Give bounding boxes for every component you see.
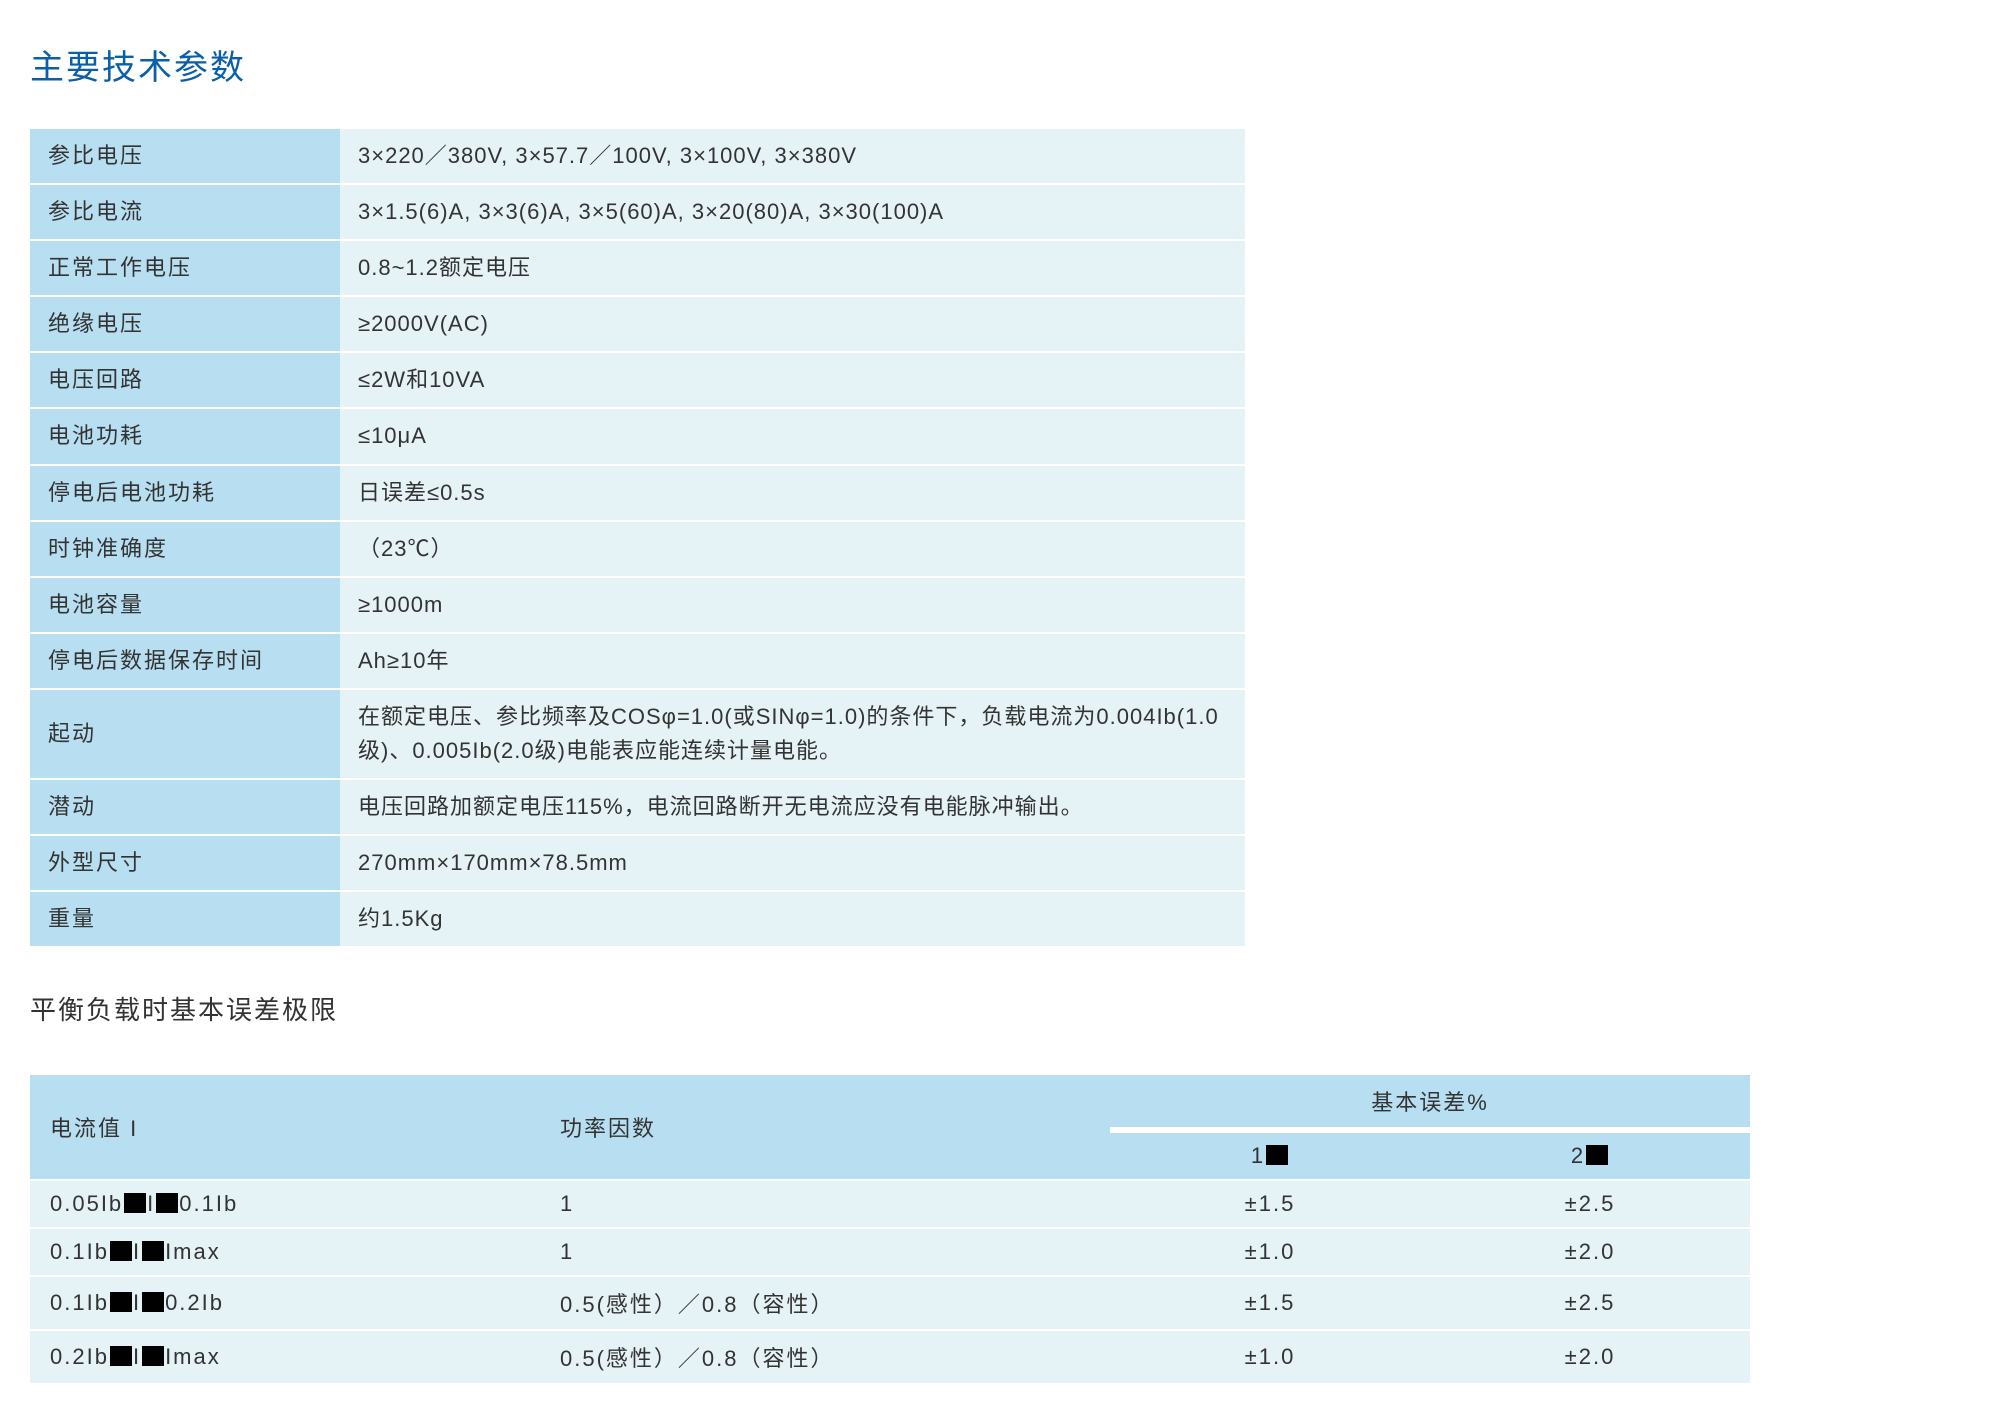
spec-value: 3×1.5(6)A, 3×3(6)A, 3×5(60)A, 3×20(80)A,… [340, 185, 1245, 239]
black-box-icon [1266, 1145, 1288, 1165]
err-row: 0.1Ib I Imax 1±1.0±2.0 [30, 1229, 1750, 1275]
spec-label: 停电后电池功耗 [30, 466, 340, 520]
err-current-part: Imax [165, 1239, 221, 1264]
err-current-part: I [147, 1191, 155, 1216]
err-current-part: 0.2Ib [50, 1344, 109, 1369]
spec-value: Ah≥10年 [340, 634, 1245, 688]
err-current-part: I [133, 1239, 141, 1264]
err-header-col2: 2 [1430, 1133, 1750, 1179]
spec-label: 潜动 [30, 780, 340, 834]
section-subtitle: 平衡负载时基本误差极限 [30, 990, 1970, 1027]
err-header-col1: 1 [1110, 1133, 1430, 1179]
err-e1: ±1.5 [1110, 1181, 1430, 1227]
err-header-col2-text: 2 [1571, 1143, 1585, 1168]
black-box-icon [142, 1292, 164, 1312]
err-e2: ±2.5 [1430, 1277, 1750, 1329]
err-current-part: Imax [165, 1344, 221, 1369]
err-header-current: 电流值 I [30, 1075, 540, 1179]
err-row: 0.2Ib I Imax 0.5(感性）／0.8（容性）±1.0±2.0 [30, 1331, 1750, 1383]
spec-table: 参比电压3×220／380V, 3×57.7／100V, 3×100V, 3×3… [30, 127, 1245, 948]
spec-row: 电压回路≤2W和10VA [30, 353, 1245, 407]
spec-row: 电池容量≥1000m [30, 578, 1245, 632]
spec-label: 参比电压 [30, 129, 340, 183]
spec-label: 绝缘电压 [30, 297, 340, 351]
spec-row: 起动在额定电压、参比频率及COSφ=1.0(或SINφ=1.0)的条件下，负载电… [30, 690, 1245, 778]
spec-label: 停电后数据保存时间 [30, 634, 340, 688]
err-pf: 0.5(感性）／0.8（容性） [540, 1331, 1110, 1383]
error-table: 电流值 I 功率因数 基本误差% 1 2 0.05IbI0.1Ib1±1.5±2… [30, 1073, 1750, 1385]
err-header-col1-text: 1 [1251, 1143, 1265, 1168]
black-box-icon [110, 1241, 132, 1261]
err-current-part: 0.2Ib [165, 1290, 224, 1315]
err-current-part: I [133, 1344, 141, 1369]
spec-label: 外型尺寸 [30, 836, 340, 890]
spec-label: 电池容量 [30, 578, 340, 632]
black-box-icon [156, 1193, 178, 1213]
err-e2: ±2.0 [1430, 1331, 1750, 1383]
page-title: 主要技术参数 [30, 40, 1970, 89]
err-current-part: 0.1Ib [50, 1239, 109, 1264]
err-row: 0.05Ib I 0.1Ib 1±1.5±2.5 [30, 1181, 1750, 1227]
spec-value: 约1.5Kg [340, 892, 1245, 946]
err-e1: ±1.0 [1110, 1229, 1430, 1275]
spec-row: 潜动电压回路加额定电压115%，电流回路断开无电流应没有电能脉冲输出。 [30, 780, 1245, 834]
err-e1: ±1.5 [1110, 1277, 1430, 1329]
err-e2: ±2.0 [1430, 1229, 1750, 1275]
spec-value: 电压回路加额定电压115%，电流回路断开无电流应没有电能脉冲输出。 [340, 780, 1245, 834]
err-e1: ±1.0 [1110, 1331, 1430, 1383]
spec-label: 电池功耗 [30, 409, 340, 463]
err-current: 0.2Ib I Imax [30, 1331, 540, 1383]
err-e2: ±2.5 [1430, 1181, 1750, 1227]
black-box-icon [110, 1346, 132, 1366]
spec-row: 重量约1.5Kg [30, 892, 1245, 946]
spec-row: 绝缘电压≥2000V(AC) [30, 297, 1245, 351]
err-current-part: 0.05Ib [50, 1191, 123, 1216]
spec-value: 在额定电压、参比频率及COSφ=1.0(或SINφ=1.0)的条件下，负载电流为… [340, 690, 1245, 778]
spec-label: 电压回路 [30, 353, 340, 407]
black-box-icon [142, 1241, 164, 1261]
spec-label: 起动 [30, 690, 340, 778]
err-header-pf: 功率因数 [540, 1075, 1110, 1179]
spec-value: ≥1000m [340, 578, 1245, 632]
spec-row: 正常工作电压0.8~1.2额定电压 [30, 241, 1245, 295]
err-row: 0.1Ib I 0.2Ib 0.5(感性）／0.8（容性）±1.5±2.5 [30, 1277, 1750, 1329]
spec-value: 270mm×170mm×78.5mm [340, 836, 1245, 890]
err-current: 0.05Ib I 0.1Ib [30, 1181, 540, 1227]
spec-label: 时钟准确度 [30, 522, 340, 576]
spec-row: 参比电流3×1.5(6)A, 3×3(6)A, 3×5(60)A, 3×20(8… [30, 185, 1245, 239]
spec-row: 电池功耗≤10μA [30, 409, 1245, 463]
err-current-part: I [133, 1290, 141, 1315]
err-pf: 1 [540, 1229, 1110, 1275]
err-pf: 0.5(感性）／0.8（容性） [540, 1277, 1110, 1329]
spec-value: ≥2000V(AC) [340, 297, 1245, 351]
spec-label: 重量 [30, 892, 340, 946]
black-box-icon [110, 1292, 132, 1312]
spec-row: 停电后电池功耗日误差≤0.5s [30, 466, 1245, 520]
black-box-icon [1586, 1145, 1608, 1165]
black-box-icon [142, 1346, 164, 1366]
err-current-part: 0.1Ib [179, 1191, 238, 1216]
spec-label: 正常工作电压 [30, 241, 340, 295]
black-box-icon [124, 1193, 146, 1213]
spec-value: （23℃） [340, 522, 1245, 576]
err-current: 0.1Ib I Imax [30, 1229, 540, 1275]
err-pf: 1 [540, 1181, 1110, 1227]
spec-row: 参比电压3×220／380V, 3×57.7／100V, 3×100V, 3×3… [30, 129, 1245, 183]
spec-label: 参比电流 [30, 185, 340, 239]
spec-value: ≤2W和10VA [340, 353, 1245, 407]
spec-value: 0.8~1.2额定电压 [340, 241, 1245, 295]
spec-value: 3×220／380V, 3×57.7／100V, 3×100V, 3×380V [340, 129, 1245, 183]
spec-value: 日误差≤0.5s [340, 466, 1245, 520]
err-header-baseerr: 基本误差% [1110, 1075, 1750, 1127]
spec-row: 外型尺寸270mm×170mm×78.5mm [30, 836, 1245, 890]
spec-row: 时钟准确度（23℃） [30, 522, 1245, 576]
spec-value: ≤10μA [340, 409, 1245, 463]
err-current: 0.1Ib I 0.2Ib [30, 1277, 540, 1329]
err-current-part: 0.1Ib [50, 1290, 109, 1315]
spec-row: 停电后数据保存时间Ah≥10年 [30, 634, 1245, 688]
